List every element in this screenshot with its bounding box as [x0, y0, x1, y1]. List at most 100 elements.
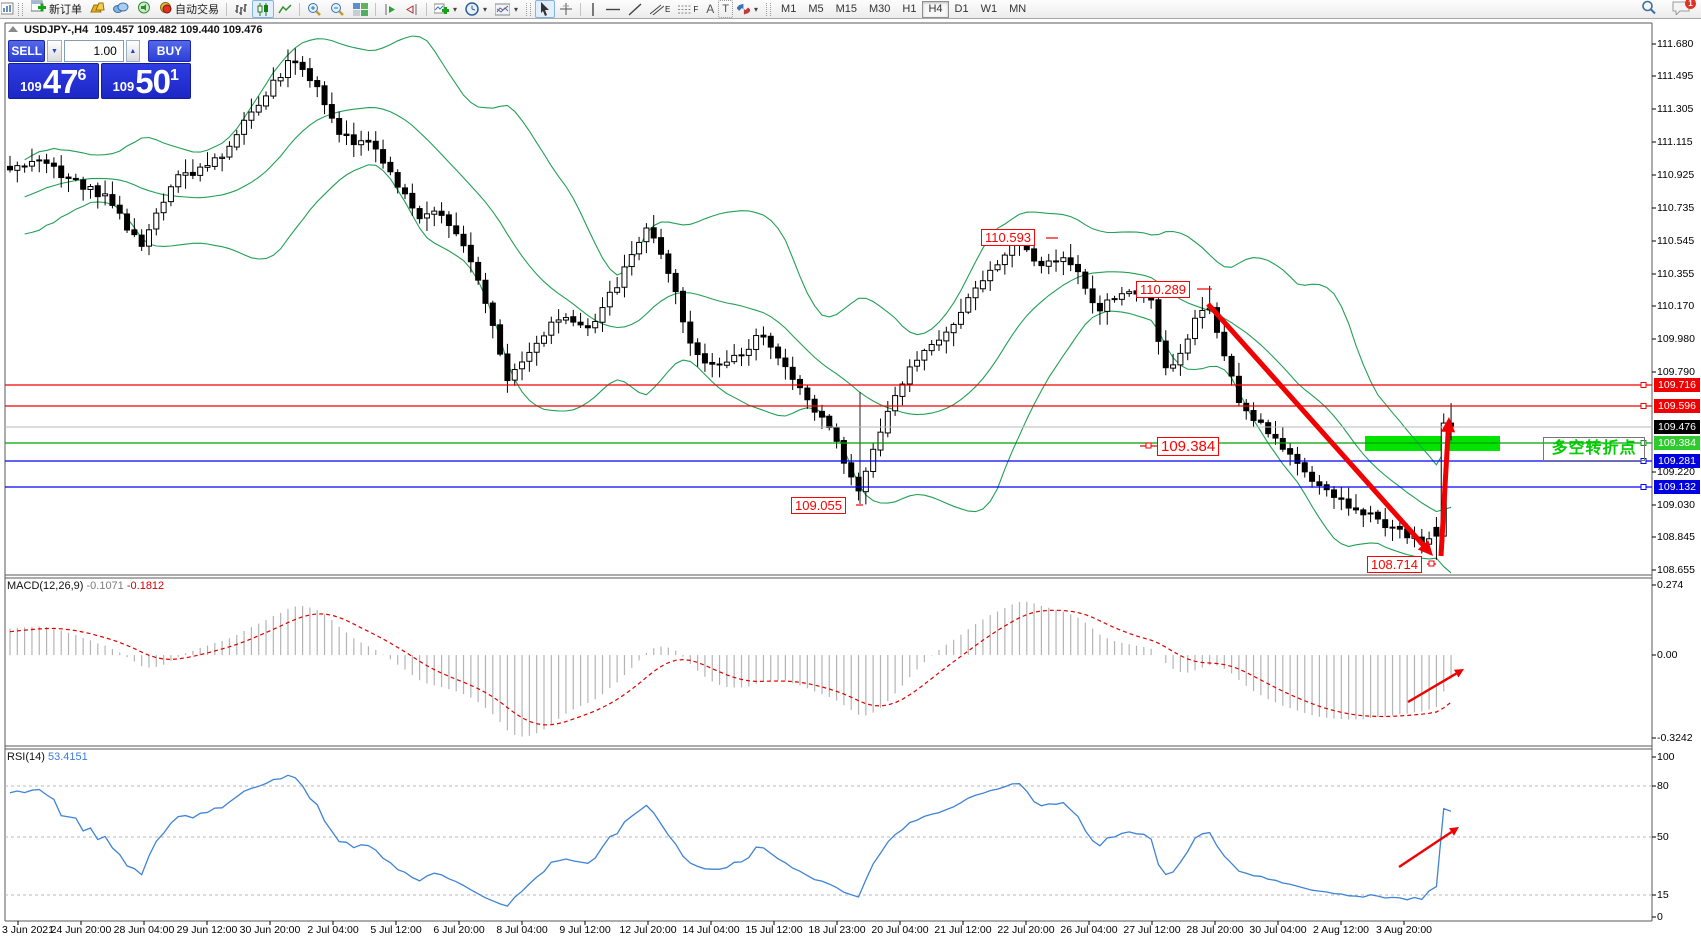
- tile-windows-button[interactable]: [349, 0, 372, 18]
- equidistant-channel-tool[interactable]: E: [646, 0, 674, 18]
- price-line-label[interactable]: 109.384: [1654, 436, 1700, 450]
- bar-chart-button[interactable]: [230, 0, 252, 18]
- chart-shift-button[interactable]: [401, 0, 423, 18]
- line-chart-button[interactable]: [274, 0, 296, 18]
- price-axis-tick: 110.545: [1657, 235, 1695, 247]
- templates-button[interactable]: ▾: [491, 0, 522, 18]
- price-axis-tick: 109.030: [1657, 499, 1695, 511]
- volume-input[interactable]: 1.00: [63, 40, 124, 62]
- timeframe-button-w1[interactable]: W1: [980, 2, 998, 15]
- price-callout-110.593[interactable]: 110.593: [981, 229, 1036, 246]
- new-order-button[interactable]: 新订单: [27, 0, 86, 18]
- chat-icon[interactable]: 1: [1671, 0, 1696, 18]
- rsi-indicator: [5, 774, 1652, 907]
- text-tool[interactable]: A: [702, 0, 718, 18]
- horizontal-line-tool[interactable]: [602, 0, 624, 18]
- timeframe-button-d1[interactable]: D1: [954, 2, 969, 15]
- auto-trading-button[interactable]: 自动交易: [155, 0, 223, 18]
- ohlc-values: 109.457 109.482 109.440 109.476: [94, 24, 263, 36]
- toolbar-grip[interactable]: [18, 2, 23, 16]
- candlesticks: [7, 48, 1455, 560]
- rsi-axis-tick: 80: [1657, 780, 1669, 792]
- chart-title: USDJPY-,H4 109.457 109.482 109.440 109.4…: [24, 24, 263, 36]
- broadcast-icon[interactable]: [137, 1, 151, 17]
- axis-ticks: [17, 43, 1656, 925]
- annotation-text[interactable]: 多空转折点: [1543, 437, 1645, 461]
- price-callout-108.714[interactable]: 108.714: [1367, 556, 1422, 573]
- auto-scroll-button[interactable]: [379, 0, 401, 18]
- up-reversal: [1438, 431, 1451, 557]
- community-icon[interactable]: [113, 1, 129, 17]
- timeframe-button-h1[interactable]: H1: [902, 2, 917, 15]
- sell-button[interactable]: SELL: [8, 40, 46, 62]
- macd-axis-tick: 0.274: [1657, 579, 1684, 591]
- volume-increase-button[interactable]: ▲: [125, 40, 140, 62]
- zoom-in-button[interactable]: [303, 0, 326, 18]
- rsi-axis-tick: 100: [1657, 751, 1675, 763]
- pane-borders: [4, 22, 1653, 922]
- price-axis-tick: 111.305: [1657, 103, 1694, 115]
- zoom-out-button[interactable]: [326, 0, 349, 18]
- collapse-triangle-icon[interactable]: [8, 26, 18, 32]
- macd-axis-tick: 0.00: [1657, 649, 1678, 661]
- search-icon[interactable]: [1641, 0, 1657, 18]
- price-axis-tick: 109.220: [1657, 466, 1695, 478]
- macd-name: MACD(12,26,9): [7, 580, 84, 592]
- sell-price-big: 47: [42, 63, 79, 100]
- crosshair-tool-button[interactable]: [555, 0, 577, 18]
- price-axis-tick: 110.355: [1657, 268, 1695, 280]
- vertical-line-tool[interactable]: [584, 0, 602, 18]
- price-axis-tick: 111.680: [1657, 38, 1694, 50]
- buy-button[interactable]: BUY: [147, 40, 191, 62]
- price-line-label[interactable]: 109.281: [1654, 454, 1700, 468]
- down-impulse: [1206, 302, 1425, 547]
- periods-button[interactable]: ▾: [461, 0, 491, 18]
- market-icon[interactable]: [90, 1, 105, 17]
- timeframe-button-m15[interactable]: M15: [835, 2, 858, 15]
- trend-arrows[interactable]: [1206, 302, 1464, 868]
- buy-price-display[interactable]: 109 50 1: [100, 63, 191, 99]
- price-callout-109.384[interactable]: 109.384: [1157, 437, 1220, 456]
- toolbar-grip[interactable]: [766, 2, 772, 16]
- price-callout-110.289[interactable]: 110.289: [1136, 281, 1191, 298]
- date-axis-label: 9 Jul 12:00: [559, 924, 611, 936]
- timeframe-button-m30[interactable]: M30: [869, 2, 891, 15]
- sell-price-display[interactable]: 109 47 6: [8, 63, 99, 99]
- price-line-label[interactable]: 109.132: [1654, 480, 1700, 494]
- auto-trading-label: 自动交易: [175, 4, 219, 16]
- price-line-label[interactable]: 109.716: [1654, 378, 1700, 392]
- date-axis-label: 26 Jul 04:00: [1060, 924, 1118, 936]
- main-toolbar: 新订单 自动交易 ▾: [0, 0, 1701, 19]
- buy-price-sup: 1: [170, 67, 179, 84]
- fibonacci-tool[interactable]: F: [674, 0, 702, 18]
- candlestick-chart-button[interactable]: [252, 0, 274, 18]
- rsi-label: RSI(14) 53.4151: [7, 751, 88, 763]
- timeframe-button-m1[interactable]: M1: [781, 2, 797, 15]
- cursor-tool-button[interactable]: [535, 0, 556, 18]
- chart-window-icon[interactable]: [0, 1, 14, 18]
- trendline-tool[interactable]: [624, 0, 646, 18]
- timeframe-button-m5[interactable]: M5: [808, 2, 824, 15]
- date-axis-label: 24 Jun 20:00: [50, 924, 112, 936]
- chat-badge: 1: [1685, 0, 1696, 9]
- indicators-button[interactable]: ▾: [430, 0, 461, 18]
- rsi-value: 53.4151: [47, 751, 88, 763]
- toolbar-grip[interactable]: [526, 2, 532, 16]
- price-callout-109.055[interactable]: 109.055: [791, 497, 846, 514]
- date-axis-label: 5 Jul 12:00: [370, 924, 422, 936]
- timeframe-button-mn[interactable]: MN: [1009, 2, 1027, 15]
- rsi-name: RSI(14): [7, 751, 45, 763]
- templates-caret-icon: ▾: [514, 4, 519, 14]
- price-line-label[interactable]: 109.596: [1654, 399, 1700, 413]
- horizontal-line-objects[interactable]: [5, 382, 1652, 490]
- price-axis-tick: 108.845: [1657, 531, 1695, 543]
- text-label-tool[interactable]: T: [718, 0, 734, 18]
- timeframe-button-h4[interactable]: H4: [922, 0, 949, 18]
- date-axis-label: 28 Jul 20:00: [1186, 924, 1244, 936]
- volume-decrease-button[interactable]: ▼: [47, 40, 62, 62]
- arrows-tool[interactable]: ▾: [733, 0, 762, 18]
- callout-leaders: [856, 237, 1436, 567]
- price-axis-tick: 109.790: [1657, 366, 1695, 378]
- rsi-axis-tick: 50: [1657, 831, 1669, 843]
